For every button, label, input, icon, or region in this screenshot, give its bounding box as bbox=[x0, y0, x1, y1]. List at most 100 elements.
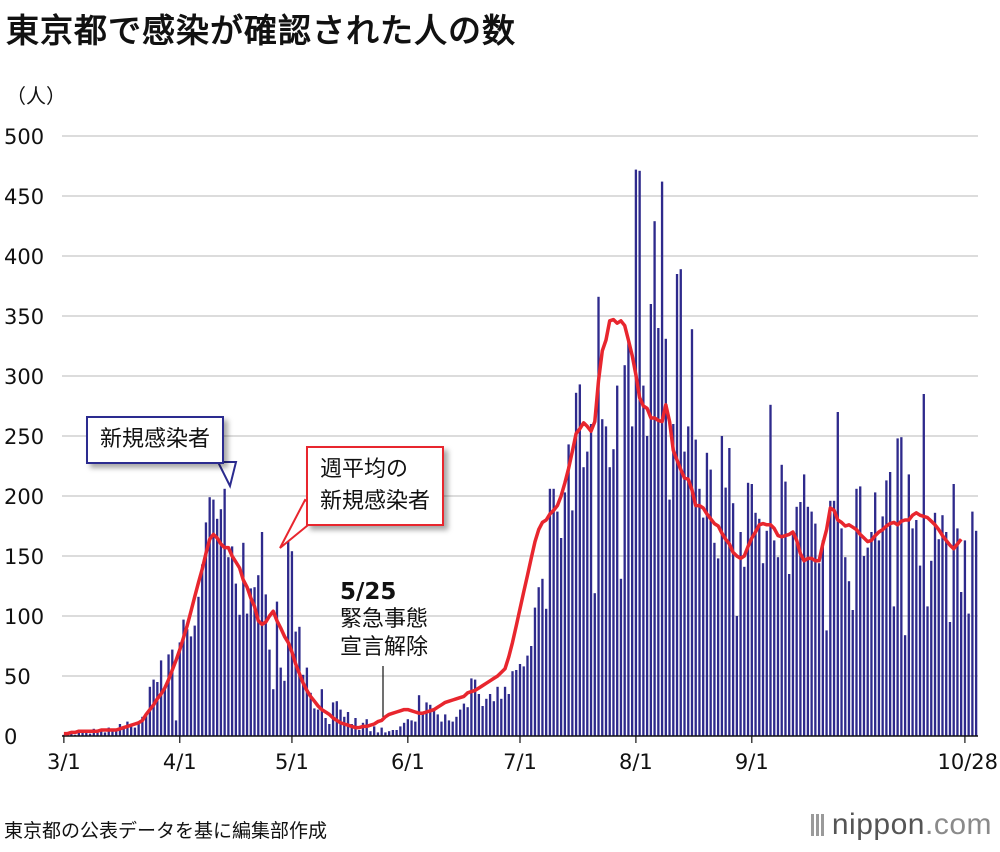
bar bbox=[784, 481, 787, 736]
bar bbox=[201, 564, 204, 736]
bar bbox=[81, 730, 84, 736]
bar bbox=[309, 692, 312, 736]
bar bbox=[675, 274, 679, 736]
bar bbox=[847, 581, 851, 736]
bar bbox=[410, 720, 413, 736]
bar bbox=[971, 511, 974, 736]
y-tick-label: 100 bbox=[4, 605, 44, 629]
bar bbox=[627, 341, 630, 736]
bar bbox=[623, 365, 626, 736]
bar bbox=[773, 540, 776, 736]
bar bbox=[578, 384, 581, 736]
weekly-average-callout-line1: 週平均の bbox=[320, 457, 409, 482]
bar bbox=[915, 520, 918, 736]
bar bbox=[328, 724, 331, 736]
bar bbox=[216, 518, 219, 736]
bar bbox=[593, 593, 596, 736]
chart-title: 東京都で感染が確認された人の数 bbox=[6, 11, 516, 50]
y-tick-label: 50 bbox=[4, 665, 31, 689]
bar bbox=[122, 726, 125, 736]
bar bbox=[698, 488, 701, 736]
bar bbox=[496, 686, 499, 736]
bar bbox=[672, 424, 675, 736]
bar bbox=[956, 528, 959, 736]
bar bbox=[582, 467, 585, 736]
x-tick-label: 8/1 bbox=[619, 750, 653, 774]
bar bbox=[111, 731, 114, 736]
bar bbox=[735, 616, 739, 736]
bar bbox=[851, 610, 854, 736]
bar bbox=[425, 702, 428, 736]
bar bbox=[559, 538, 563, 736]
bar bbox=[324, 718, 327, 736]
bar bbox=[769, 404, 772, 736]
source-note: 東京都の公表データを基に編集部作成 bbox=[4, 820, 328, 842]
bar bbox=[305, 667, 309, 736]
bar bbox=[500, 698, 503, 736]
bar bbox=[881, 516, 884, 736]
bar bbox=[283, 680, 286, 736]
y-axis-ticks: 0 50 100 150 200 250 300 350 400 450 500 bbox=[4, 125, 44, 749]
bar bbox=[589, 424, 593, 736]
bar bbox=[702, 517, 705, 736]
bar bbox=[836, 412, 839, 736]
bar bbox=[728, 448, 731, 736]
bar bbox=[720, 436, 724, 736]
bar bbox=[174, 720, 178, 736]
bar bbox=[208, 497, 211, 736]
bar bbox=[470, 678, 473, 736]
bar bbox=[511, 671, 514, 736]
bar bbox=[384, 732, 387, 736]
bar bbox=[100, 731, 103, 736]
bar bbox=[316, 709, 320, 736]
bar bbox=[571, 510, 574, 736]
x-tick-label: 5/1 bbox=[275, 750, 309, 774]
logo-mark-icon bbox=[810, 808, 826, 842]
bar bbox=[107, 727, 110, 736]
bar bbox=[653, 221, 656, 736]
bar bbox=[193, 625, 196, 736]
bar bbox=[645, 436, 649, 736]
bar bbox=[604, 426, 608, 736]
bar bbox=[447, 720, 451, 736]
bar bbox=[530, 646, 533, 736]
bar bbox=[941, 515, 944, 736]
y-tick-label: 300 bbox=[4, 365, 44, 389]
bar bbox=[350, 724, 353, 736]
bar bbox=[574, 392, 578, 736]
bar bbox=[795, 506, 798, 736]
bar bbox=[212, 499, 215, 736]
bar bbox=[451, 721, 454, 736]
y-axis-unit: （人） bbox=[6, 84, 66, 108]
bar bbox=[859, 486, 862, 736]
bar bbox=[85, 732, 88, 736]
y-tick-label: 500 bbox=[4, 125, 44, 149]
bar bbox=[866, 547, 869, 736]
bar bbox=[436, 714, 439, 736]
bar bbox=[294, 631, 297, 736]
daily-cases-callout-text: 新規感染者 bbox=[100, 427, 211, 452]
bar bbox=[960, 592, 963, 736]
bar bbox=[429, 704, 432, 736]
bar bbox=[320, 689, 324, 736]
bar bbox=[115, 730, 118, 736]
logo-name: nippon bbox=[831, 808, 925, 841]
bar bbox=[907, 474, 910, 736]
bar bbox=[406, 719, 409, 736]
bar bbox=[133, 727, 137, 736]
bar bbox=[522, 666, 525, 736]
bar bbox=[799, 502, 802, 736]
bar bbox=[249, 588, 252, 736]
bar bbox=[186, 629, 189, 736]
bar bbox=[219, 509, 223, 736]
bar bbox=[731, 503, 735, 736]
bar bbox=[802, 474, 806, 736]
bar bbox=[649, 304, 653, 736]
bar bbox=[877, 540, 881, 736]
bar bbox=[477, 694, 481, 736]
bar bbox=[754, 512, 757, 736]
bar bbox=[634, 169, 638, 737]
bar bbox=[257, 575, 260, 736]
bar bbox=[903, 635, 907, 736]
bar bbox=[537, 587, 540, 736]
